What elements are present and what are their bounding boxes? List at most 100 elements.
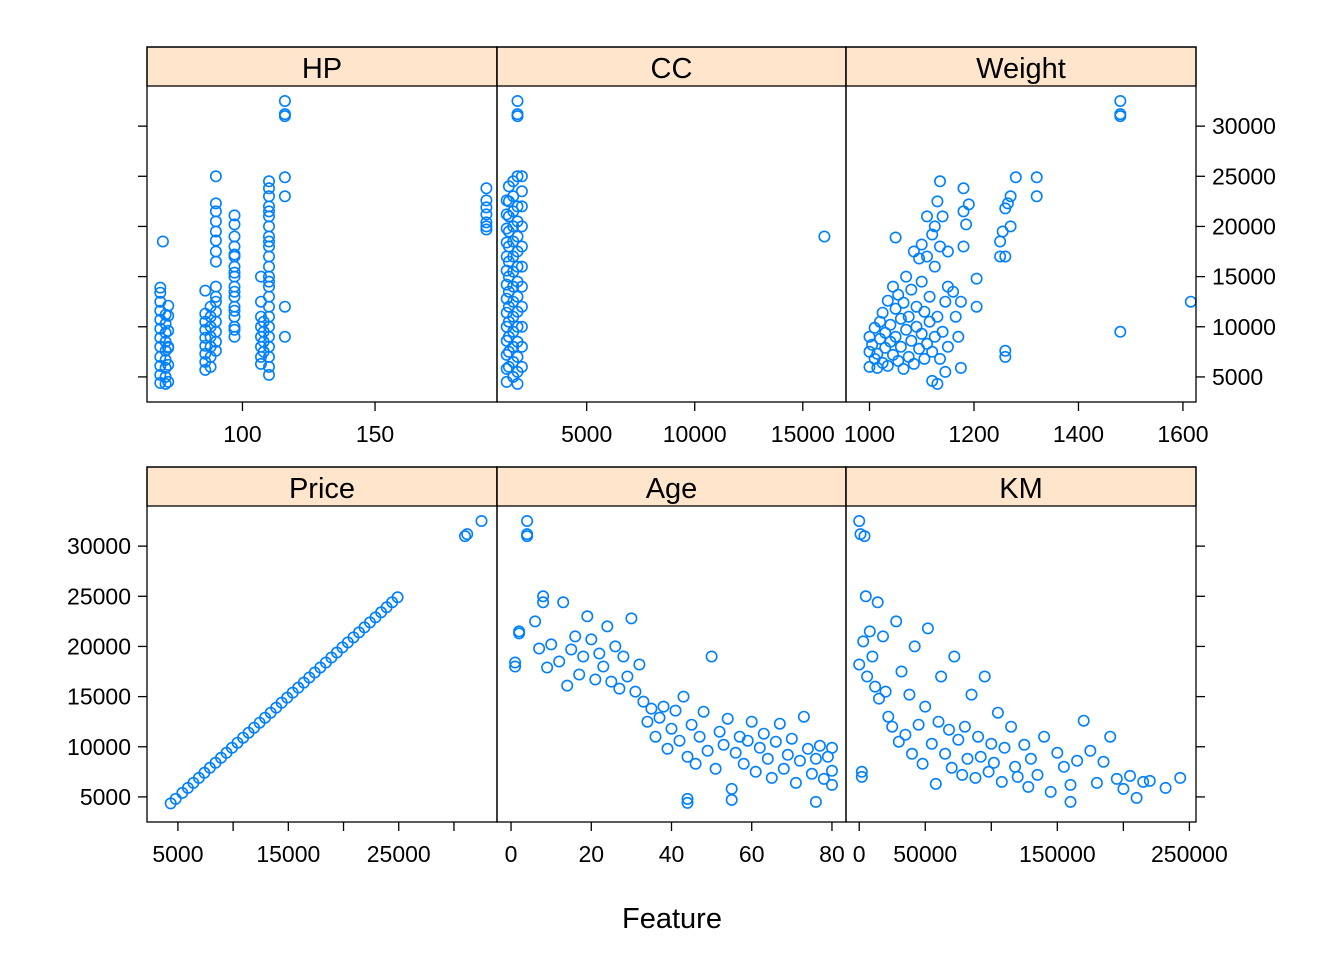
data-point bbox=[998, 741, 1011, 754]
data-point bbox=[1004, 220, 1017, 233]
data-point bbox=[925, 737, 938, 750]
strip-label: Age bbox=[646, 473, 698, 505]
data-point bbox=[1137, 775, 1150, 788]
x-tick-label: 150 bbox=[356, 421, 394, 447]
y-tick-label-left: 5000 bbox=[80, 784, 131, 810]
data-point bbox=[777, 762, 790, 775]
data-point bbox=[697, 705, 710, 718]
data-point bbox=[1184, 295, 1197, 308]
data-point bbox=[889, 231, 902, 244]
data-point bbox=[209, 234, 222, 247]
points-cc bbox=[500, 95, 831, 390]
data-point bbox=[954, 361, 967, 374]
data-point bbox=[825, 764, 838, 777]
data-point bbox=[278, 330, 291, 343]
data-point bbox=[645, 702, 658, 715]
y-tick-label-left: 10000 bbox=[67, 734, 131, 760]
data-point bbox=[262, 175, 275, 188]
data-point bbox=[605, 675, 618, 688]
data-point bbox=[853, 514, 866, 527]
data-point bbox=[773, 717, 786, 730]
data-point bbox=[857, 635, 870, 648]
data-point bbox=[982, 765, 995, 778]
data-point bbox=[713, 725, 726, 738]
data-point bbox=[737, 757, 750, 770]
points-hp bbox=[154, 95, 493, 390]
data-point bbox=[228, 209, 241, 222]
data-point bbox=[209, 245, 222, 258]
data-point bbox=[1064, 795, 1077, 808]
data-point bbox=[920, 250, 933, 263]
data-point bbox=[1130, 791, 1143, 804]
data-point bbox=[511, 320, 524, 333]
data-point bbox=[1009, 171, 1022, 184]
data-point bbox=[1071, 754, 1084, 767]
data-point bbox=[729, 746, 742, 759]
x-tick-label: 5000 bbox=[561, 421, 612, 447]
data-point bbox=[809, 752, 822, 765]
data-point bbox=[939, 747, 952, 760]
data-point bbox=[511, 230, 524, 243]
data-point bbox=[855, 765, 868, 778]
data-point bbox=[1114, 325, 1127, 338]
data-point bbox=[741, 734, 754, 747]
data-point bbox=[228, 310, 241, 323]
data-point bbox=[156, 235, 169, 248]
data-point bbox=[657, 700, 670, 713]
data-point bbox=[785, 732, 798, 745]
data-point bbox=[521, 530, 534, 543]
data-point bbox=[929, 777, 942, 790]
x-tick-label: 80 bbox=[819, 841, 845, 867]
data-point bbox=[673, 734, 686, 747]
data-point bbox=[855, 770, 868, 783]
data-point bbox=[262, 275, 275, 288]
data-point bbox=[939, 295, 952, 308]
data-point bbox=[912, 718, 925, 731]
data-point bbox=[999, 250, 1012, 263]
data-point bbox=[892, 735, 905, 748]
data-point bbox=[889, 330, 902, 343]
data-point bbox=[956, 768, 969, 781]
x-tick-label: 15000 bbox=[771, 421, 835, 447]
data-point bbox=[581, 610, 594, 623]
strip-label: KM bbox=[999, 473, 1043, 505]
data-point bbox=[961, 752, 974, 765]
data-point bbox=[553, 655, 566, 668]
data-point bbox=[593, 647, 606, 660]
data-point bbox=[858, 530, 871, 543]
data-point bbox=[859, 590, 872, 603]
data-point bbox=[1031, 768, 1044, 781]
data-point bbox=[209, 197, 222, 210]
data-point bbox=[162, 375, 175, 388]
data-point bbox=[1030, 190, 1043, 203]
data-point bbox=[621, 670, 634, 683]
data-point bbox=[1022, 780, 1035, 793]
data-point bbox=[262, 235, 275, 248]
data-point bbox=[1090, 776, 1103, 789]
data-point bbox=[569, 630, 582, 643]
data-point bbox=[262, 290, 275, 303]
data-point bbox=[209, 215, 222, 228]
data-point bbox=[809, 795, 822, 808]
strip-label: Weight bbox=[976, 53, 1066, 85]
data-point bbox=[565, 643, 578, 656]
data-point bbox=[159, 317, 172, 330]
data-point bbox=[209, 295, 222, 308]
data-point bbox=[154, 286, 167, 299]
data-point bbox=[577, 650, 590, 663]
data-point bbox=[669, 704, 682, 717]
data-point bbox=[817, 772, 830, 785]
data-point bbox=[509, 660, 522, 673]
data-point bbox=[511, 200, 524, 213]
x-tick-label: 1600 bbox=[1157, 421, 1208, 447]
data-point bbox=[162, 340, 175, 353]
data-point bbox=[1038, 730, 1051, 743]
data-point bbox=[931, 310, 944, 323]
data-point bbox=[515, 300, 528, 313]
data-point bbox=[649, 730, 662, 743]
data-point bbox=[1114, 95, 1127, 108]
y-tick-label-right: 10000 bbox=[1212, 314, 1276, 340]
data-point bbox=[965, 688, 978, 701]
data-point bbox=[987, 756, 1000, 769]
data-point bbox=[1018, 738, 1031, 751]
